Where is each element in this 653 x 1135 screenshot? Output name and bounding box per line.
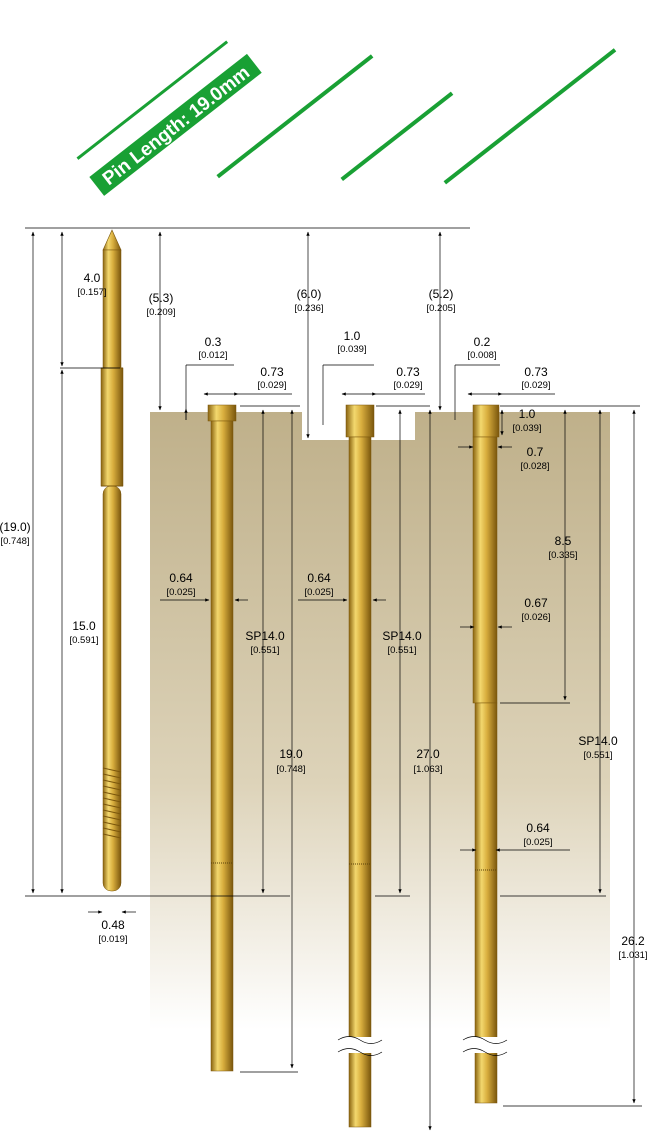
- dim-85-value: 8.5: [555, 534, 572, 548]
- dim-064b-value: 0.64: [307, 571, 331, 585]
- dim-048-inch: [0.019]: [98, 934, 127, 945]
- receptacle-2: [337, 404, 383, 1128]
- banner-series-text: K2-0.48Ⅱ series: [73, 30, 214, 147]
- dim-60-inch: [0.236]: [294, 303, 323, 314]
- dim-073b-value: 0.73: [396, 365, 420, 379]
- dim-07-value: 0.7: [527, 445, 544, 459]
- dim-064c-inch: [0.025]: [523, 837, 552, 848]
- dim-07-inch: [0.028]: [520, 461, 549, 472]
- dim-53-inch: [0.209]: [146, 307, 175, 318]
- dim-4-value: 4.0: [84, 271, 101, 285]
- dim-262-inch: [1.031]: [618, 950, 647, 961]
- dim-02-inch: [0.008]: [467, 350, 496, 361]
- spring-section: [102, 767, 122, 839]
- dimension-labels: (19.0) [0.748] 4.0 [0.157] 15.0 [0.591] …: [0, 271, 648, 961]
- dim-270-inch: [1.063]: [413, 764, 442, 775]
- dim-sp14c-inch: [0.551]: [583, 750, 612, 761]
- banner-3: K2-0.48S-3-2: [329, 75, 454, 181]
- dim-048-value: 0.48: [101, 918, 125, 932]
- dim-10a-inch: [0.039]: [337, 344, 366, 355]
- dim-064b-inch: [0.025]: [304, 587, 333, 598]
- dim-15-value: 15.0: [72, 619, 96, 633]
- dim-sp14c-value: SP14.0: [578, 734, 618, 748]
- dim-03-value: 0.3: [205, 335, 222, 349]
- dim-073a-value: 0.73: [260, 365, 284, 379]
- banner-3-text: K2-0.48S-3-2: [329, 75, 448, 176]
- dim-10a-value: 1.0: [344, 329, 361, 343]
- banner-4: K2-0.48S-4-26.2L-2: [437, 36, 617, 185]
- dim-073c-inch: [0.029]: [521, 380, 550, 391]
- dim-60-value: (6.0): [297, 287, 322, 301]
- dim-sp14b-value: SP14.0: [382, 629, 422, 643]
- dim-53-value: (5.3): [149, 291, 174, 305]
- dim-270-value: 27.0: [416, 747, 440, 761]
- dim-sp14a-value: SP14.0: [245, 629, 285, 643]
- dimension-lines: [25, 227, 642, 1131]
- receptacle-1: [207, 404, 237, 1072]
- dim-190-value: 19.0: [279, 747, 303, 761]
- dim-19-value: (19.0): [0, 520, 31, 534]
- dim-85-inch: [0.335]: [548, 550, 577, 561]
- dim-02-value: 0.2: [474, 335, 491, 349]
- dim-262-value: 26.2: [621, 934, 645, 948]
- dim-067-value: 0.67: [524, 596, 548, 610]
- dim-sp14a-inch: [0.551]: [250, 645, 279, 656]
- dim-4-inch: [0.157]: [77, 287, 106, 298]
- receptacle-3: [462, 404, 508, 1104]
- dim-064c-value: 0.64: [526, 821, 550, 835]
- banner-4-text: K2-0.48S-4-26.2L-2: [437, 36, 607, 176]
- dim-10b-inch: [0.039]: [512, 423, 541, 434]
- dim-19-inch: [0.748]: [0, 536, 29, 547]
- dim-064a-inch: [0.025]: [166, 587, 195, 598]
- dim-067-inch: [0.026]: [521, 612, 550, 623]
- dim-52-inch: [0.205]: [426, 303, 455, 314]
- dim-190-inch: [0.748]: [276, 764, 305, 775]
- probe-pin: [100, 229, 124, 892]
- dim-52-value: (5.2): [429, 287, 454, 301]
- dim-10b-value: 1.0: [519, 407, 536, 421]
- dim-15-inch: [0.591]: [69, 635, 98, 646]
- dim-073b-inch: [0.029]: [393, 380, 422, 391]
- dim-064a-value: 0.64: [169, 571, 193, 585]
- dim-073c-value: 0.73: [524, 365, 548, 379]
- dim-03-inch: [0.012]: [198, 350, 227, 361]
- dim-073a-inch: [0.029]: [257, 380, 286, 391]
- dim-sp14b-inch: [0.551]: [387, 645, 416, 656]
